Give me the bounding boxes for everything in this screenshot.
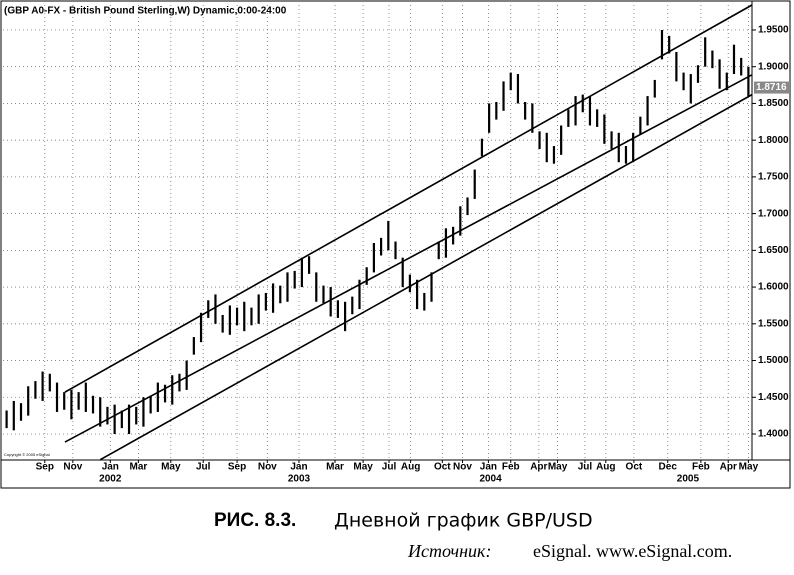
x-tick-label: Oct [626, 462, 643, 473]
y-tick-label: 1.8500 [758, 98, 789, 109]
x-tick-label: Mar [326, 462, 344, 473]
x-tick-label: Apr [530, 462, 547, 473]
channel-line [64, 4, 753, 393]
y-tick-label: 1.8000 [758, 135, 789, 146]
x-tick-label: Jul [382, 462, 397, 473]
x-tick-label: May [739, 462, 759, 473]
x-tick-label: Sep [36, 462, 54, 473]
x-tick-label: Jan [290, 462, 307, 473]
chart-title: (GBP A0-FX - British Pound Sterling,W) D… [4, 6, 287, 17]
y-tick-label: 1.4000 [758, 429, 789, 440]
x-tick-label: Aug [596, 462, 615, 473]
x-tick-label: Jul [578, 462, 593, 473]
x-tick-label: Feb [692, 462, 710, 473]
figure-caption: Дневной график GBP/USD [334, 510, 593, 532]
x-tick-label: Jan [102, 462, 119, 473]
x-tick-label: Nov [63, 462, 82, 473]
y-tick-label: 1.5000 [758, 355, 789, 366]
x-tick-label: Aug [401, 462, 420, 473]
figure-number: РИС. 8.3. [214, 510, 296, 531]
y-tick-label: 1.7000 [758, 208, 789, 219]
y-tick-label: 1.9500 [758, 25, 789, 36]
channel-line [64, 74, 753, 443]
y-tick-label: 1.6000 [758, 282, 789, 293]
y-tick-label: 1.6500 [758, 245, 789, 256]
year-label: 2004 [479, 474, 502, 485]
x-tick-label: May [548, 462, 568, 473]
x-tick-label: May [161, 462, 181, 473]
year-label: 2005 [677, 474, 700, 485]
x-tick-label: Dec [659, 462, 678, 473]
year-label: 2002 [99, 474, 122, 485]
x-tick-label: Sep [228, 462, 246, 473]
y-tick-label: 1.7500 [758, 172, 789, 183]
x-tick-label: Oct [434, 462, 451, 473]
last-price-box [754, 81, 790, 94]
source-label: Источник: [407, 541, 491, 561]
y-tick-label: 1.9000 [758, 61, 789, 72]
source: eSignal. www.eSignal.com. [533, 541, 732, 561]
x-tick-label: Mar [129, 462, 147, 473]
year-label: 2003 [288, 474, 311, 485]
x-tick-label: Jan [480, 462, 497, 473]
y-tick-label: 1.4500 [758, 392, 789, 403]
y-tick-label: 1.5500 [758, 318, 789, 329]
copyright: Copyright © 2005 eSignal [4, 452, 50, 457]
x-tick-label: Feb [502, 462, 520, 473]
x-tick-label: May [353, 462, 373, 473]
x-tick-label: Nov [453, 462, 472, 473]
last-price-label: 1.8716 [756, 82, 787, 93]
x-tick-label: Nov [258, 462, 277, 473]
channel-line [99, 93, 753, 461]
x-tick-label: Jul [196, 462, 211, 473]
x-tick-label: Apr [720, 462, 737, 473]
